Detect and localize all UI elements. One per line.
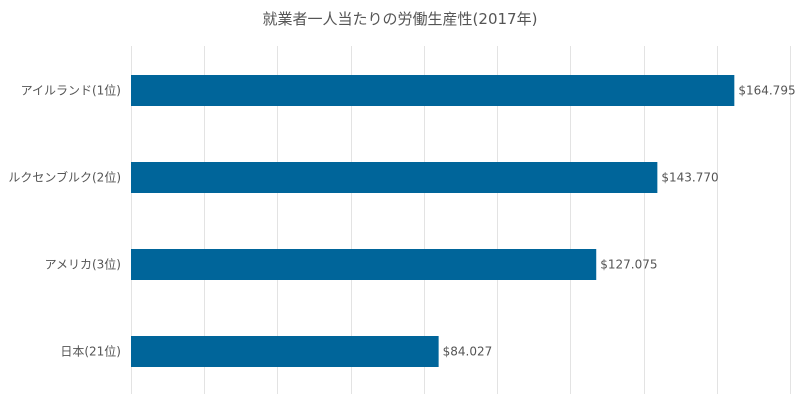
value-label: $84.027 <box>443 345 493 359</box>
value-label: $127.075 <box>600 258 657 272</box>
category-label: ルクセンブルク(2位) <box>8 170 121 185</box>
category-label: アメリカ(3位) <box>45 257 121 272</box>
bar <box>131 75 735 106</box>
bar <box>131 336 439 367</box>
category-label: 日本(21位) <box>60 344 121 359</box>
category-label: アイルランド(1位) <box>21 83 121 98</box>
bar <box>131 249 597 280</box>
value-label: $164.795 <box>738 84 795 98</box>
chart-title: 就業者一人当たりの労働生産性(2017年) <box>262 10 538 28</box>
value-label: $143.770 <box>661 171 718 185</box>
bar <box>131 162 658 193</box>
